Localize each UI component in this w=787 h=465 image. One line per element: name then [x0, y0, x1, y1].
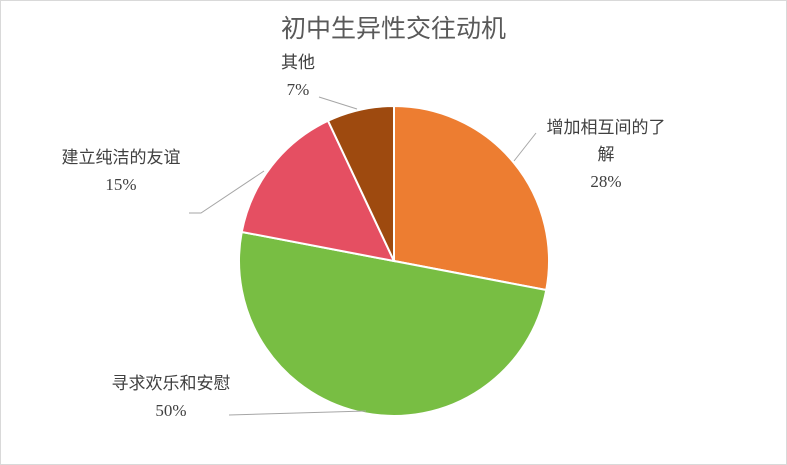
pie-slice: [393, 104, 550, 292]
leader-line: [318, 96, 358, 110]
leader-line: [513, 132, 537, 162]
pie-slice: [240, 119, 396, 263]
value-label: 28%: [590, 172, 622, 191]
pie-slice: [238, 230, 548, 417]
chart-title: 初中生异性交往动机: [280, 16, 506, 43]
value-label: 7%: [286, 80, 310, 99]
data-label: 寻求欢乐和安慰 50%: [71, 370, 271, 424]
pie-slice: [326, 104, 395, 262]
value-label: 50%: [155, 401, 187, 420]
data-label: 增加相互间的了解 28%: [541, 114, 671, 195]
category-label: 建立纯洁的友谊: [61, 148, 181, 167]
leader-line: [228, 410, 367, 416]
category-label: 其他: [281, 53, 315, 72]
data-label: 其他 7%: [253, 49, 343, 103]
category-label: 增加相互间的了解: [546, 118, 666, 164]
category-label: 寻求欢乐和安慰: [111, 374, 231, 393]
leader-line: [189, 170, 265, 214]
data-label: 建立纯洁的友谊 15%: [31, 144, 211, 198]
value-label: 15%: [105, 175, 137, 194]
